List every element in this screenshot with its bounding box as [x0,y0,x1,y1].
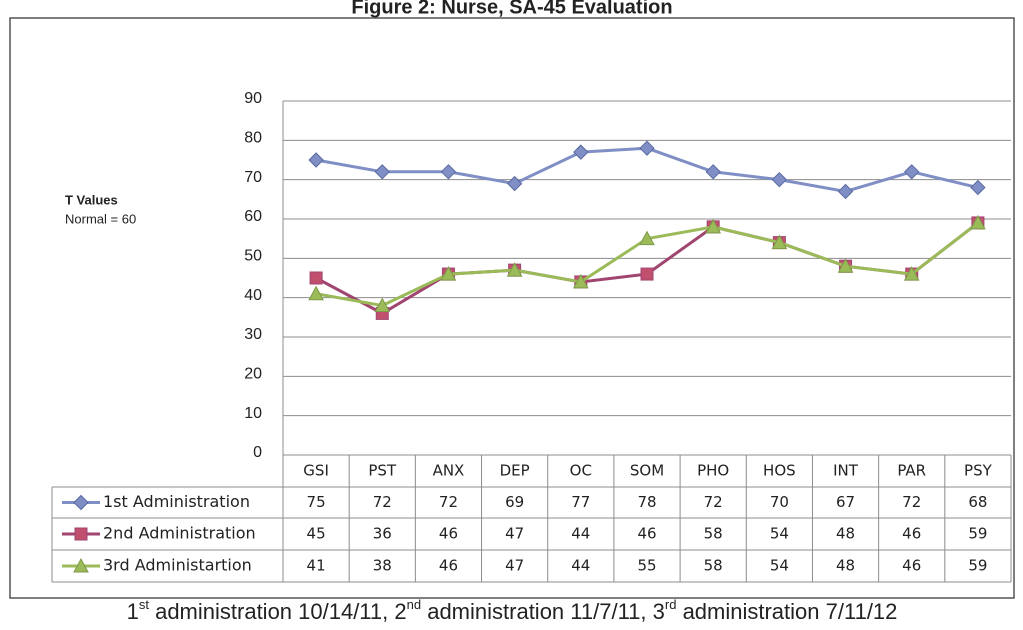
footnote-suffix: st [139,597,150,612]
point [440,164,457,180]
table-cell: 44 [571,525,590,543]
x-tick-label: HOS [763,462,796,480]
point [705,218,722,234]
table-cell: 72 [704,493,723,511]
table-cell: 44 [571,557,590,575]
x-tick-label: DEP [500,462,530,480]
point [970,179,986,196]
legend-marker [73,557,89,573]
point [374,297,391,313]
y-tick-label: 20 [244,366,262,383]
table-cell: 68 [968,493,987,511]
legend-label: 1st Administration [103,492,250,511]
footnote-number: 3 [653,599,665,624]
footnote: 1st administration 10/14/11, 2nd adminis… [127,597,898,624]
x-tick-label: PAR [897,462,926,480]
x-tick-label: INT [833,462,859,480]
x-tick-label: ANX [433,462,465,480]
point [309,271,323,285]
table-cell: 54 [770,557,789,575]
y-tick-label: 40 [244,287,262,304]
point [837,183,854,200]
table-cell: 47 [505,557,524,575]
table-cell: 38 [373,557,392,575]
table-cell: 72 [373,493,392,511]
table-cell: 55 [637,557,656,575]
legend-marker [73,494,89,511]
point [970,214,986,230]
y-tick-label: 0 [253,444,262,461]
footnote-suffix: rd [665,597,677,612]
legend-label: 2nd Administration [103,524,256,543]
footnote-number: 2 [394,599,406,624]
y-tick-label: 10 [244,405,262,422]
footnote-text: administration 11/7/11, [421,599,653,624]
point [904,164,920,180]
point [374,164,390,180]
point [308,285,324,301]
x-tick-label: PST [368,462,397,480]
y-tick-label: 70 [244,169,262,186]
table-cell: 36 [373,525,392,543]
chart-frame [9,17,1015,599]
y-axis-note: Normal = 60 [65,211,136,226]
table-cell: 54 [770,525,789,543]
table-cell: 70 [770,493,789,511]
table-cell: 48 [836,557,855,575]
point [506,175,523,192]
table-cell: 46 [439,525,458,543]
table-cell: 58 [704,525,723,543]
x-tick-label: OC [570,462,592,480]
legend-label: 3rd Administartion [103,556,252,575]
x-tick-label: PHO [697,462,729,480]
table-cell: 72 [439,493,458,511]
table-cell: 77 [571,493,590,511]
x-tick-label: PSY [964,462,993,480]
point [440,266,457,281]
table-cell: 47 [505,525,524,543]
table-cell: 58 [704,557,723,575]
y-axis-label: T Values [65,192,118,207]
table-cell: 46 [439,557,458,575]
y-tick-label: 80 [244,130,262,147]
table-cell: 67 [836,493,855,511]
point [705,164,721,180]
table-cell: 48 [836,525,855,543]
table-cell: 69 [505,493,524,511]
point [639,230,655,246]
footnote-text: administration 10/14/11, [149,599,394,624]
footnote-number: 1 [127,599,139,624]
point [573,144,589,160]
chart-title: Figure 2: Nurse, SA-45 Evaluation [351,0,672,18]
x-tick-label: SOM [630,462,664,480]
footnote-text: administration 7/11/12 [676,599,897,624]
point [506,262,523,277]
footnote-suffix: nd [407,597,421,612]
point [837,258,854,273]
y-tick-label: 50 [244,248,262,265]
table-cell: 59 [968,525,987,543]
table-cell: 46 [902,525,921,543]
table-cell: 41 [307,557,326,575]
x-tick-label: GSI [303,462,329,480]
table-cell: 46 [902,557,921,575]
table-cell: 72 [902,493,921,511]
point [771,234,788,250]
point [903,266,920,281]
point [771,171,788,188]
point [640,267,654,281]
table-cell: 45 [307,525,326,543]
y-tick-label: 30 [244,326,262,343]
point [308,152,324,168]
table-cell: 46 [637,525,656,543]
point [572,273,589,289]
y-tick-label: 60 [244,208,262,225]
legend-marker [74,527,88,541]
y-tick-label: 90 [244,90,262,107]
point [639,140,655,156]
table-cell: 59 [968,557,987,575]
table-cell: 75 [307,493,326,511]
table-cell: 78 [637,493,656,511]
